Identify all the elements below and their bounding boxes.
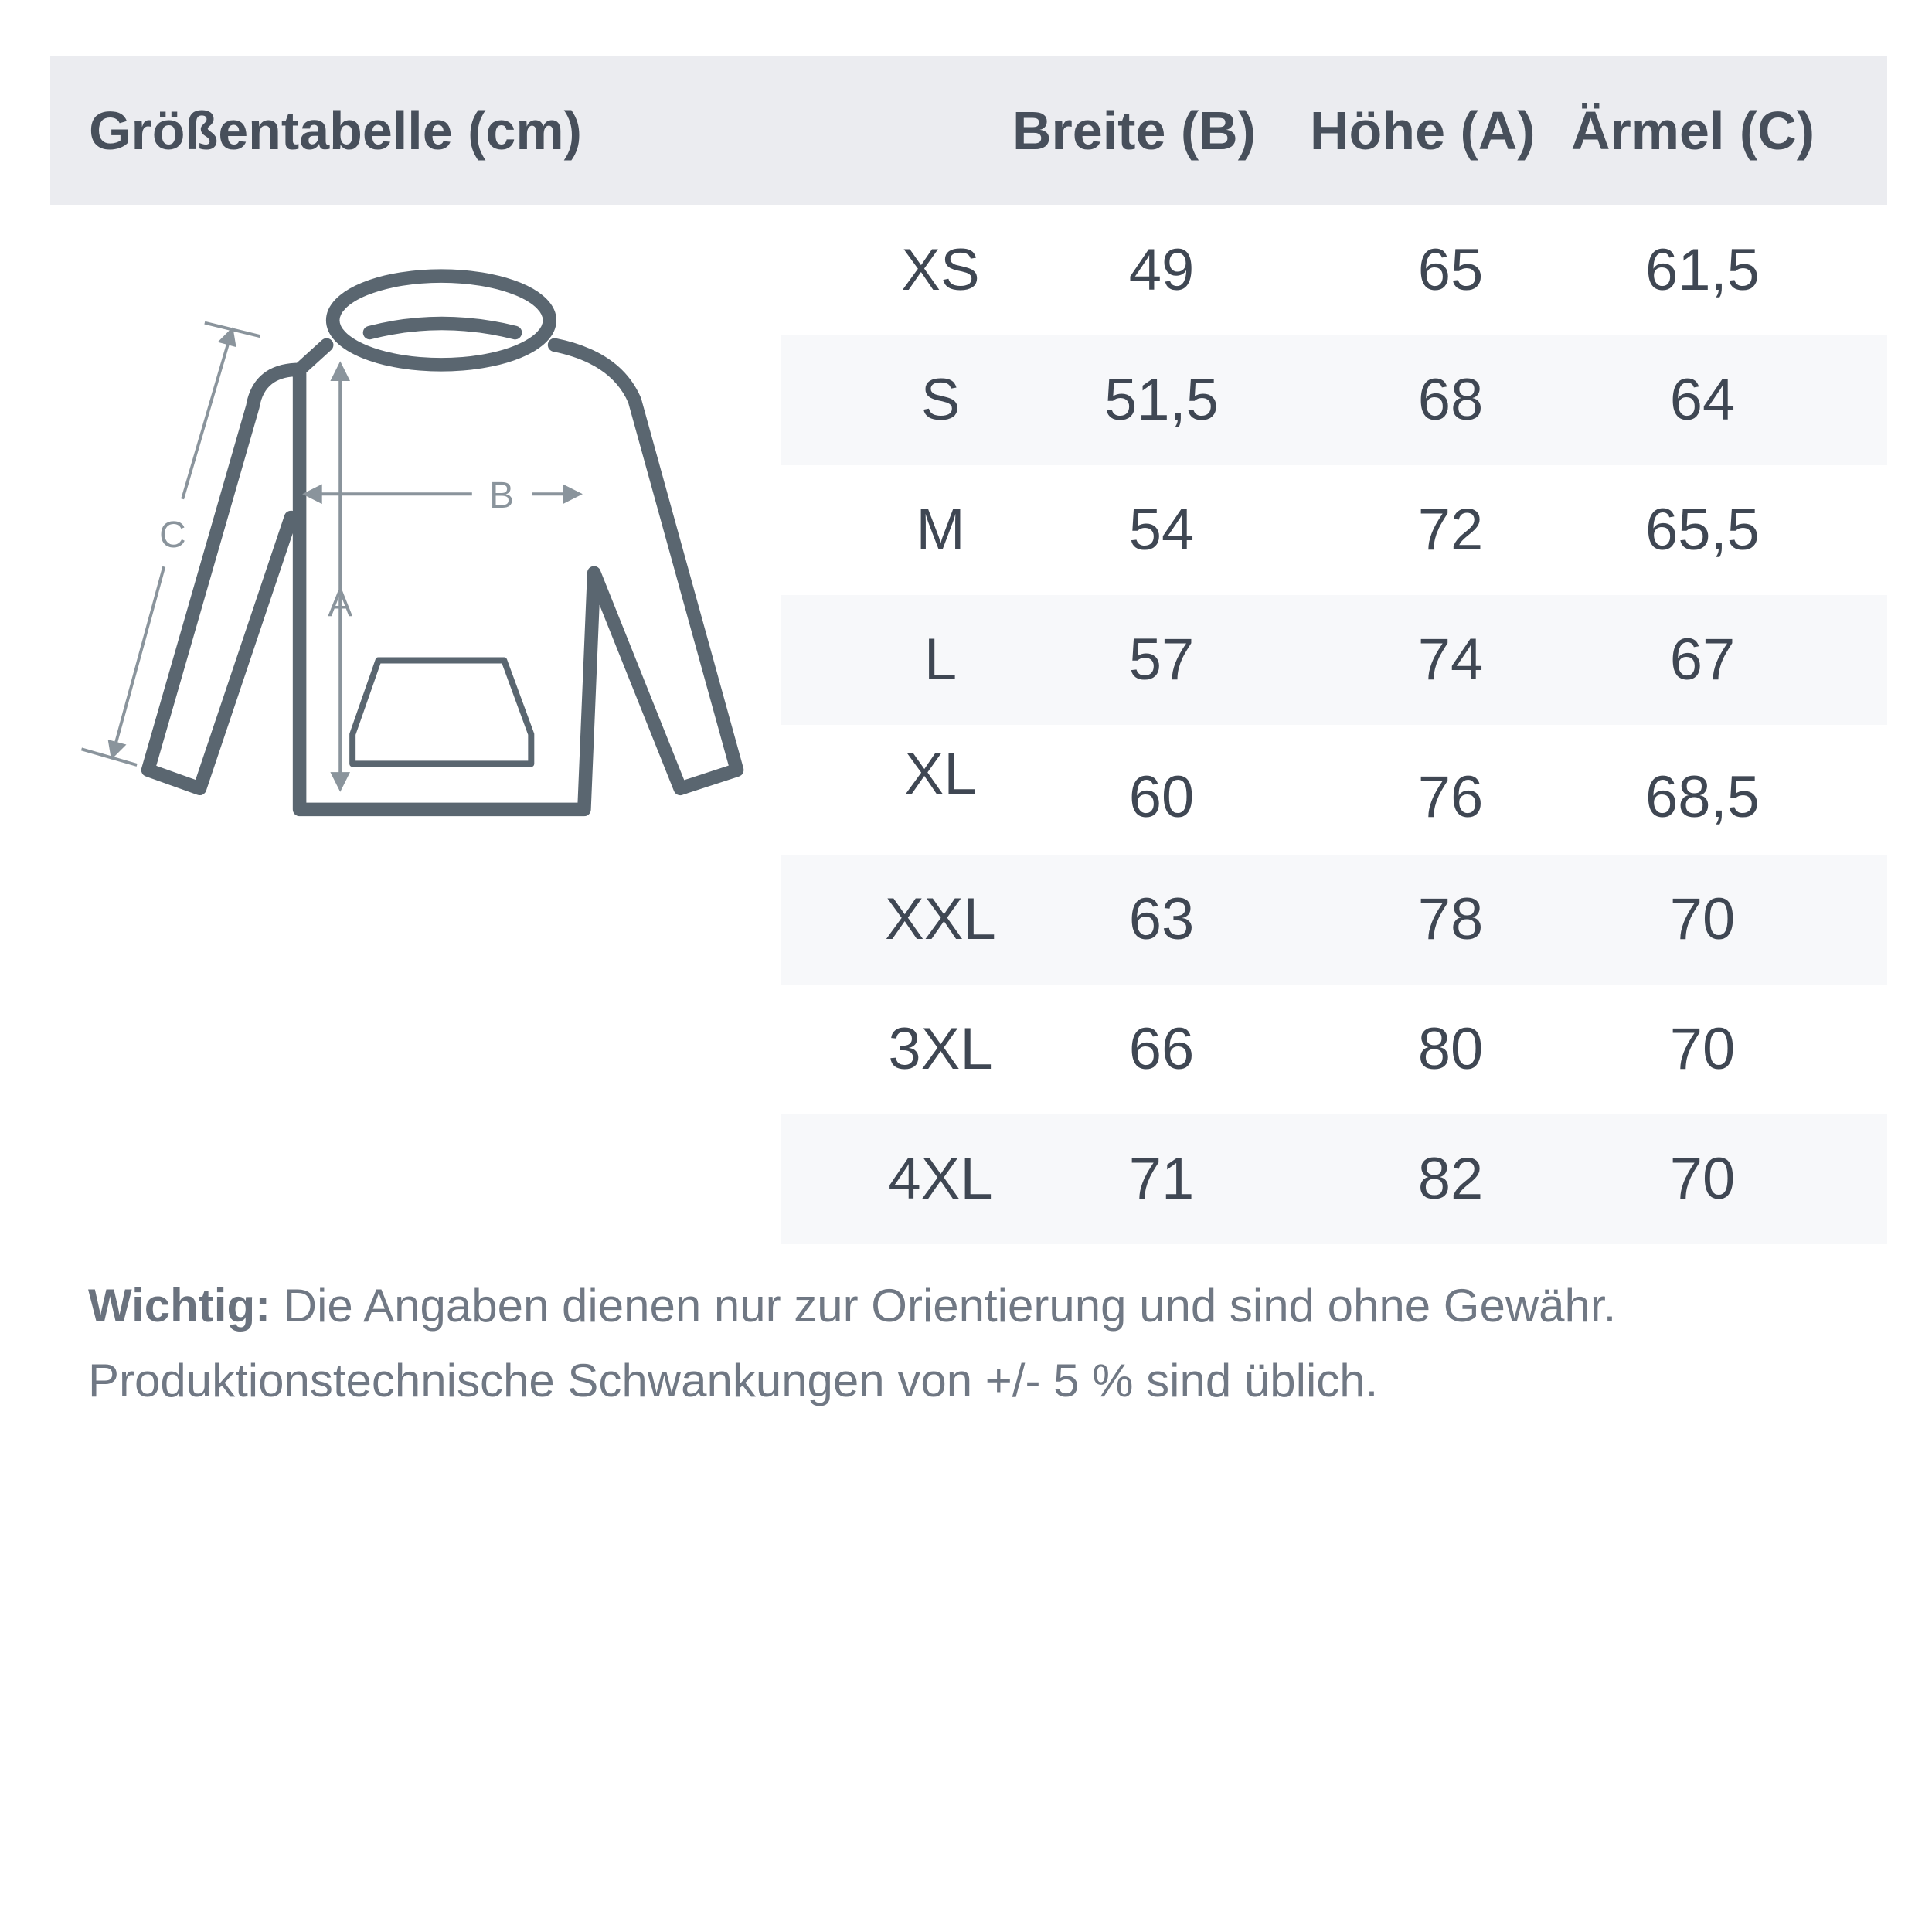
note-line-1: Wichtig: Die Angaben dienen nur zur Orie… xyxy=(88,1279,1616,1332)
cell-a: 76 xyxy=(1417,764,1484,830)
note-text-2: Produktionstechnische Schwankungen von +… xyxy=(88,1355,1379,1406)
cell-a: 74 xyxy=(1417,627,1484,692)
cell-a: 65 xyxy=(1417,237,1484,303)
cell-a: 72 xyxy=(1417,497,1484,563)
hoodie-diagram: B A C xyxy=(80,269,744,817)
size-label: 3XL xyxy=(888,1016,993,1082)
cell-b: 66 xyxy=(1128,1016,1195,1082)
cell-a: 80 xyxy=(1417,1016,1484,1082)
cell-b: 57 xyxy=(1128,627,1195,692)
cell-a: 68 xyxy=(1417,367,1484,433)
size-label: XS xyxy=(901,237,980,303)
cell-a: 78 xyxy=(1417,886,1484,952)
cell-c: 65,5 xyxy=(1645,497,1760,563)
hoodie-body-outline xyxy=(141,338,744,817)
cell-c: 67 xyxy=(1669,627,1736,692)
cell-a: 82 xyxy=(1417,1146,1484,1212)
hood-inner xyxy=(362,316,522,340)
cell-c: 70 xyxy=(1669,886,1736,952)
arrow-down-icon xyxy=(107,739,127,760)
arrow-right-icon xyxy=(563,484,583,505)
cell-b: 49 xyxy=(1128,237,1195,303)
hood-outline xyxy=(325,269,556,372)
note-bold-label: Wichtig: xyxy=(88,1280,271,1332)
row-stripe xyxy=(781,1114,1887,1244)
cell-b: 60 xyxy=(1128,764,1195,830)
page-title: Größentabelle (cm) xyxy=(89,100,582,161)
label-c: C xyxy=(159,515,186,556)
cell-c: 70 xyxy=(1669,1146,1736,1212)
column-header-breite: Breite (B) xyxy=(1012,100,1257,161)
size-label: XL xyxy=(904,741,977,807)
label-b: B xyxy=(489,475,514,516)
arrow-up-icon xyxy=(330,361,351,382)
column-header-aermel: Ärmel (C) xyxy=(1571,100,1815,161)
row-stripe xyxy=(781,595,1887,725)
cell-b: 51,5 xyxy=(1104,367,1219,433)
pocket-outline xyxy=(349,657,535,767)
cell-b: 54 xyxy=(1128,497,1195,563)
size-label: 4XL xyxy=(888,1146,993,1212)
size-label: S xyxy=(920,367,961,433)
column-header-hoehe: Höhe (A) xyxy=(1310,100,1536,161)
row-stripe xyxy=(781,855,1887,985)
cell-b: 63 xyxy=(1128,886,1195,952)
size-label: L xyxy=(923,627,957,692)
size-label: M xyxy=(916,497,965,563)
row-stripe xyxy=(781,335,1887,465)
cell-c: 61,5 xyxy=(1645,237,1760,303)
arrow-left-icon xyxy=(302,484,322,505)
note-text-1: Die Angaben dienen nur zur Orientierung … xyxy=(283,1280,1617,1332)
arrow-up-icon xyxy=(217,327,236,348)
table-header: Größentabelle (cm) Breite (B) Höhe (A) Ä… xyxy=(50,56,1887,205)
arrow-down-icon xyxy=(330,772,351,792)
cell-c: 70 xyxy=(1669,1016,1736,1082)
label-a: A xyxy=(328,583,352,624)
cell-c: 68,5 xyxy=(1645,764,1760,830)
cell-c: 64 xyxy=(1669,367,1736,433)
size-label: XXL xyxy=(885,886,996,952)
cell-b: 71 xyxy=(1128,1146,1195,1212)
